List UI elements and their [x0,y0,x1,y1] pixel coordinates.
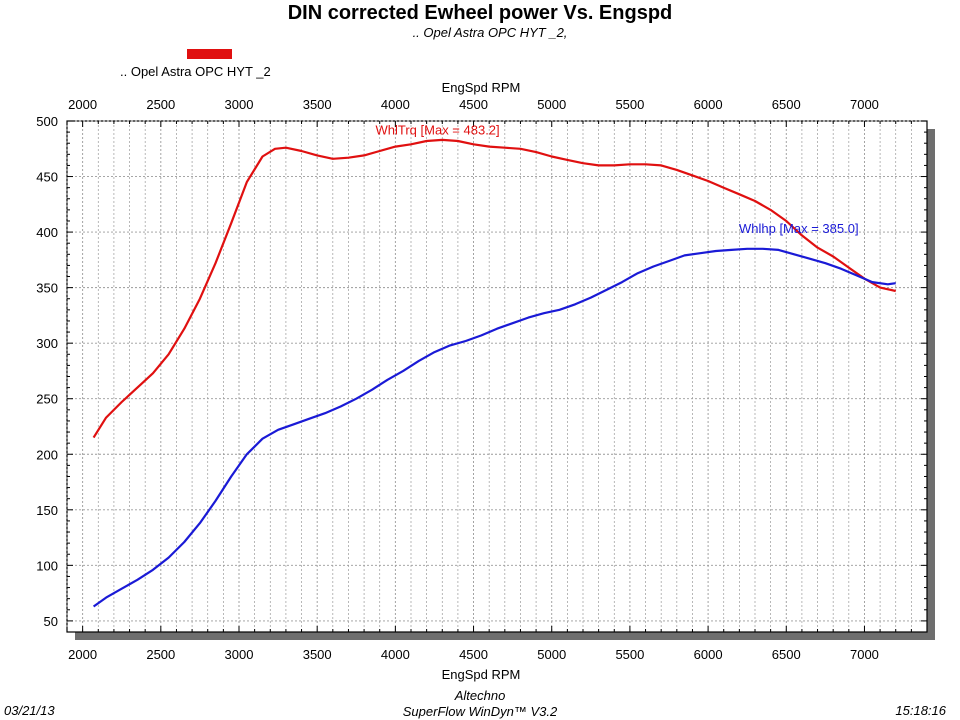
y-tick-label: 150 [36,503,58,518]
series-layer: WhlTrq [Max = 483.2] Whlhp [Max = 385.0] [92,122,896,608]
y-tick-label: 500 [36,114,58,129]
footer-date: 03/21/13 [4,703,55,718]
y-tick-label: 50 [44,614,58,629]
x-tick-label-top: 5500 [615,97,644,112]
x-axis-label-bottom: EngSpd RPM [442,667,521,682]
x-tick-label-top: 6000 [694,97,723,112]
y-tick-label: 450 [36,170,58,185]
grid [66,120,927,632]
y-tick-label: 250 [36,392,58,407]
y-tick-label: 400 [36,225,58,240]
x-tick-label-top: 2500 [146,97,175,112]
axis-ticks: 2000 2000 2500 2500 3000 3000 3500 3500 4000 4000… [36,97,927,662]
chart-subtitle: .. Opel Astra OPC HYT _2, [412,25,568,40]
series-annotation-whltrq: WhlTrq [Max = 483.2] [376,122,500,137]
x-tick-label-bottom: 6000 [694,647,723,662]
x-tick-label-bottom: 2000 [68,647,97,662]
x-tick-label-top: 4500 [459,97,488,112]
legend-label: .. Opel Astra OPC HYT _2 [120,64,271,79]
plot-frame [66,120,928,633]
y-tick-label: 200 [36,447,58,462]
y-tick-label: 350 [36,281,58,296]
footer-time: 15:18:16 [895,703,946,718]
x-tick-label-bottom: 5500 [615,647,644,662]
series-line-whlhp [92,247,896,608]
chart-title: DIN corrected Ewheel power Vs. Engspd [287,2,673,24]
x-tick-label-top: 3000 [225,97,254,112]
x-tick-label-bottom: 3000 [225,647,254,662]
x-tick-label-bottom: 2500 [146,647,175,662]
x-axis-label-top: EngSpd RPM [442,80,521,95]
x-tick-label-top: 7000 [850,97,879,112]
x-tick-label-bottom: 4000 [381,647,410,662]
x-tick-label-bottom: 3500 [303,647,332,662]
x-tick-label-top: 3500 [303,97,332,112]
x-tick-label-bottom: 5000 [537,647,566,662]
x-tick-label-top: 2000 [68,97,97,112]
x-tick-label-top: 4000 [381,97,410,112]
x-tick-label-bottom: 4500 [459,647,488,662]
series-line-whltrq [92,138,896,439]
footer-company: Altechno [454,688,506,703]
y-tick-label: 300 [36,336,58,351]
footer-software: SuperFlow WinDyn™ V3.2 [402,704,558,719]
y-tick-label: 100 [36,558,58,573]
series-annotation-whlhp: Whlhp [Max = 385.0] [739,221,859,236]
x-tick-label-bottom: 6500 [772,647,801,662]
x-tick-label-bottom: 7000 [850,647,879,662]
legend-swatch [187,49,232,59]
x-tick-label-top: 6500 [772,97,801,112]
footer-credits: Altechno SuperFlow WinDyn™ V3.2 [0,688,960,720]
x-tick-label-top: 5000 [537,97,566,112]
